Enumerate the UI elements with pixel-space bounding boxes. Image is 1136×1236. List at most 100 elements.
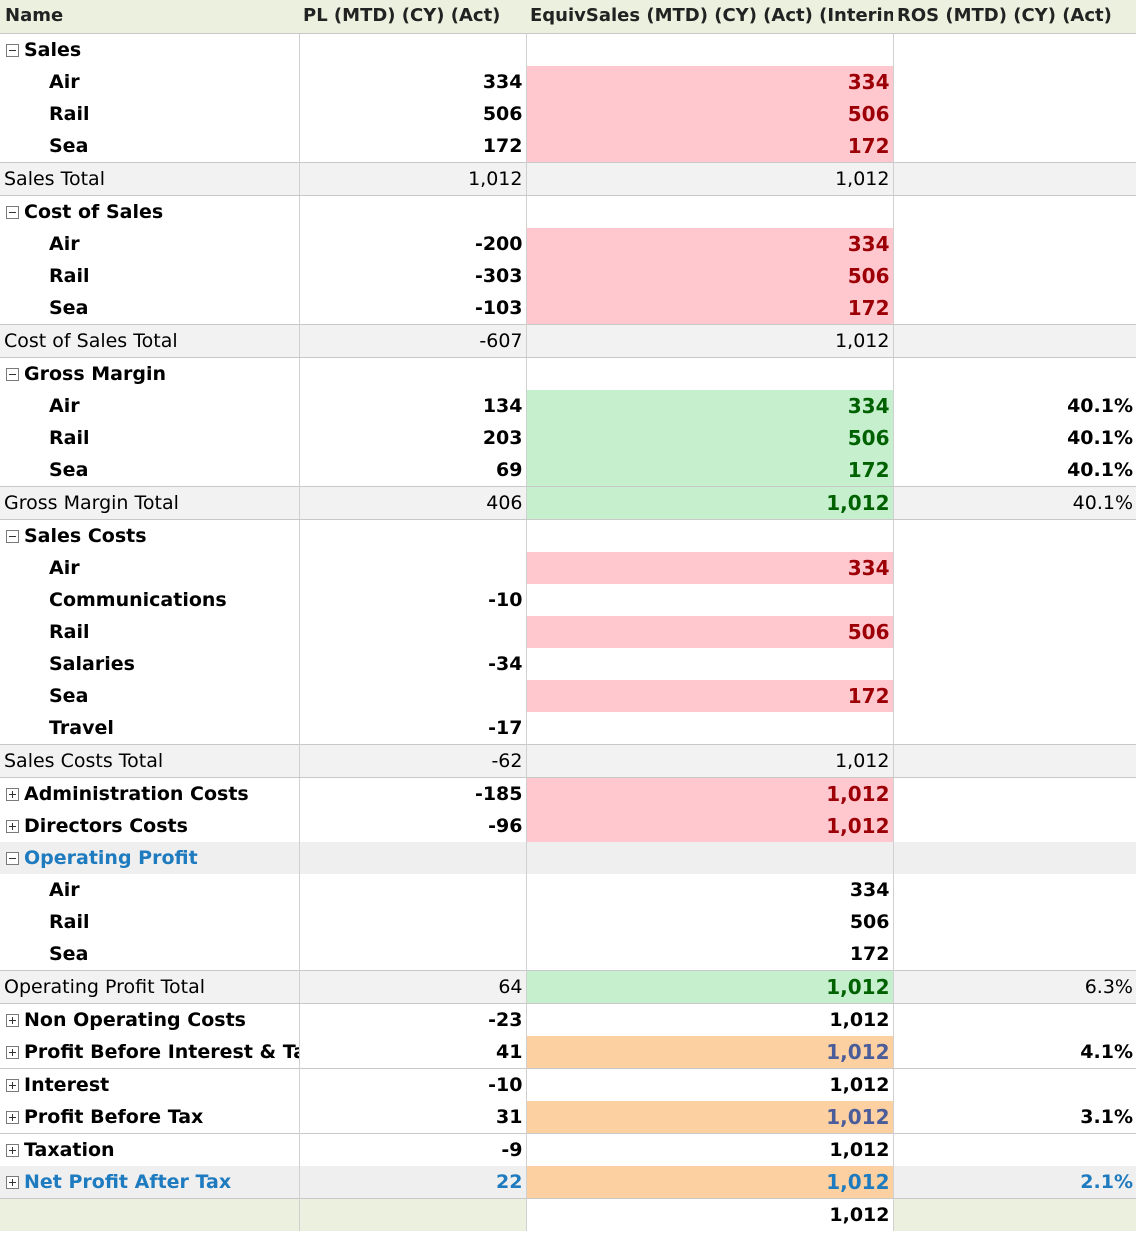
expand-icon[interactable] (6, 1143, 19, 1157)
total-row: Sales Total 1,012 1,012 (0, 161, 1136, 196)
ros-cell: 4.1% (1080, 1040, 1133, 1063)
row-label[interactable]: Sales (0, 33, 300, 66)
row-label: Rail (0, 615, 300, 648)
equiv-cell: 1,012 (526, 743, 894, 778)
row-label-text: Profit Before Interest & Tax (24, 1040, 299, 1063)
expand-icon[interactable] (6, 1175, 19, 1189)
pl-cell: 506 (299, 97, 527, 130)
pl-cell (299, 195, 527, 228)
collapse-icon[interactable] (6, 851, 19, 865)
collapsed-group-row[interactable]: Taxation -9 1,012 (0, 1132, 1136, 1166)
collapsed-group-row[interactable]: Profit Before Interest & Tax 41 1,012 4.… (0, 1035, 1136, 1068)
row-label-text: Sales Costs (24, 524, 147, 547)
row-label: Sea (0, 129, 300, 162)
row-label[interactable]: Profit Before Interest & Tax (0, 1035, 300, 1068)
ros-cell (893, 519, 1136, 552)
equiv-cell: 334 (526, 551, 894, 584)
row-label[interactable]: Gross Margin (0, 357, 300, 390)
pl-cell: -185 (299, 777, 527, 810)
row-label[interactable]: Directors Costs (0, 809, 300, 842)
ros-cell (893, 260, 1136, 292)
ros-cell (893, 1067, 1136, 1101)
collapsed-group-row[interactable]: Directors Costs -96 1,012 (0, 809, 1136, 842)
row-label[interactable]: Sales Costs (0, 519, 300, 552)
ros-cell: 40.1% (1067, 394, 1133, 417)
row-label: Rail (0, 421, 300, 454)
equiv-cell: 172 (526, 291, 894, 324)
collapse-icon[interactable] (6, 205, 19, 219)
ros-cell (893, 810, 1136, 842)
expand-icon[interactable] (6, 1013, 19, 1027)
pl-cell: 69 (299, 453, 527, 486)
grand-total-row: 1,012 (0, 1197, 1136, 1231)
total-row: Sales Costs Total -62 1,012 (0, 743, 1136, 778)
row-label[interactable]: Non Operating Costs (0, 1003, 300, 1036)
pl-cell: -9 (299, 1132, 527, 1166)
pl-cell: 334 (299, 65, 527, 98)
equiv-cell: 334 (526, 389, 894, 422)
ros-cell (893, 616, 1136, 648)
expand-icon[interactable] (6, 1045, 19, 1059)
collapse-icon[interactable] (6, 367, 19, 381)
table-row: Air 134 334 40.1% (0, 389, 1136, 422)
row-label[interactable]: Operating Profit (0, 841, 300, 874)
equiv-cell: 1,012 (526, 1132, 894, 1166)
row-label[interactable]: Administration Costs (0, 777, 300, 810)
collapsed-group-row[interactable]: Net Profit After Tax 22 1,012 2.1% (0, 1165, 1136, 1198)
row-label: Sea (0, 291, 300, 324)
collapsed-group-row[interactable]: Interest -10 1,012 (0, 1067, 1136, 1101)
expand-icon[interactable] (6, 819, 19, 833)
row-label[interactable]: Profit Before Tax (0, 1100, 300, 1133)
row-label-text: Directors Costs (24, 814, 188, 837)
equiv-cell: 1,012 (526, 1100, 894, 1133)
row-label[interactable]: Taxation (0, 1132, 300, 1166)
row-label[interactable]: Interest (0, 1067, 300, 1101)
collapse-icon[interactable] (6, 529, 19, 543)
group-row[interactable]: Operating Profit (0, 841, 1136, 874)
expand-icon[interactable] (6, 1078, 19, 1092)
row-label: Sales Total (0, 161, 300, 196)
collapse-icon[interactable] (6, 43, 19, 57)
row-label-text: Administration Costs (24, 782, 249, 805)
ros-cell (893, 33, 1136, 66)
ros-cell (893, 357, 1136, 390)
table-row: Air 334 (0, 551, 1136, 584)
pl-cell (299, 615, 527, 648)
pl-cell: 31 (299, 1100, 527, 1133)
column-header-equiv-sales[interactable]: EquivSales (MTD) (CY) (Act) (Interim) (526, 0, 893, 34)
column-header-name[interactable]: Name (0, 0, 299, 34)
group-row[interactable]: Sales (0, 33, 1136, 66)
group-row[interactable]: Cost of Sales (0, 195, 1136, 228)
group-row[interactable]: Sales Costs (0, 519, 1136, 552)
table-row: Rail 506 506 (0, 97, 1136, 130)
ros-cell (893, 66, 1136, 98)
pl-cell: 41 (299, 1035, 527, 1068)
column-header-ros[interactable]: ROS (MTD) (CY) (Act) (893, 0, 1136, 34)
equiv-cell: 506 (526, 905, 894, 938)
row-label[interactable]: Net Profit After Tax (0, 1165, 300, 1198)
row-label-text: Gross Margin (24, 362, 166, 385)
ros-cell (893, 195, 1136, 228)
ros-cell (893, 161, 1136, 196)
row-label: Air (0, 873, 300, 906)
pl-cell: 64 (299, 969, 527, 1004)
expand-icon[interactable] (6, 1110, 19, 1124)
row-label[interactable]: Cost of Sales (0, 195, 300, 228)
ros-cell (893, 938, 1136, 971)
header-row: Name PL (MTD) (CY) (Act) EquivSales (MTD… (0, 0, 1136, 34)
collapsed-group-row[interactable]: Profit Before Tax 31 1,012 3.1% (0, 1100, 1136, 1133)
equiv-cell: 506 (526, 615, 894, 648)
equiv-cell: 172 (526, 937, 894, 970)
ros-cell (893, 906, 1136, 938)
collapsed-group-row[interactable]: Administration Costs -185 1,012 (0, 777, 1136, 810)
group-row[interactable]: Gross Margin (0, 357, 1136, 390)
collapsed-group-row[interactable]: Non Operating Costs -23 1,012 (0, 1003, 1136, 1036)
table-row: Rail -303 506 (0, 259, 1136, 292)
expand-icon[interactable] (6, 787, 19, 801)
pl-cell (299, 905, 527, 938)
table-row: Air -200 334 (0, 227, 1136, 260)
column-header-pl[interactable]: PL (MTD) (CY) (Act) (299, 0, 526, 34)
pl-cell (299, 33, 527, 66)
equiv-cell: 1,012 (526, 1067, 894, 1101)
row-label: Travel (0, 711, 300, 744)
